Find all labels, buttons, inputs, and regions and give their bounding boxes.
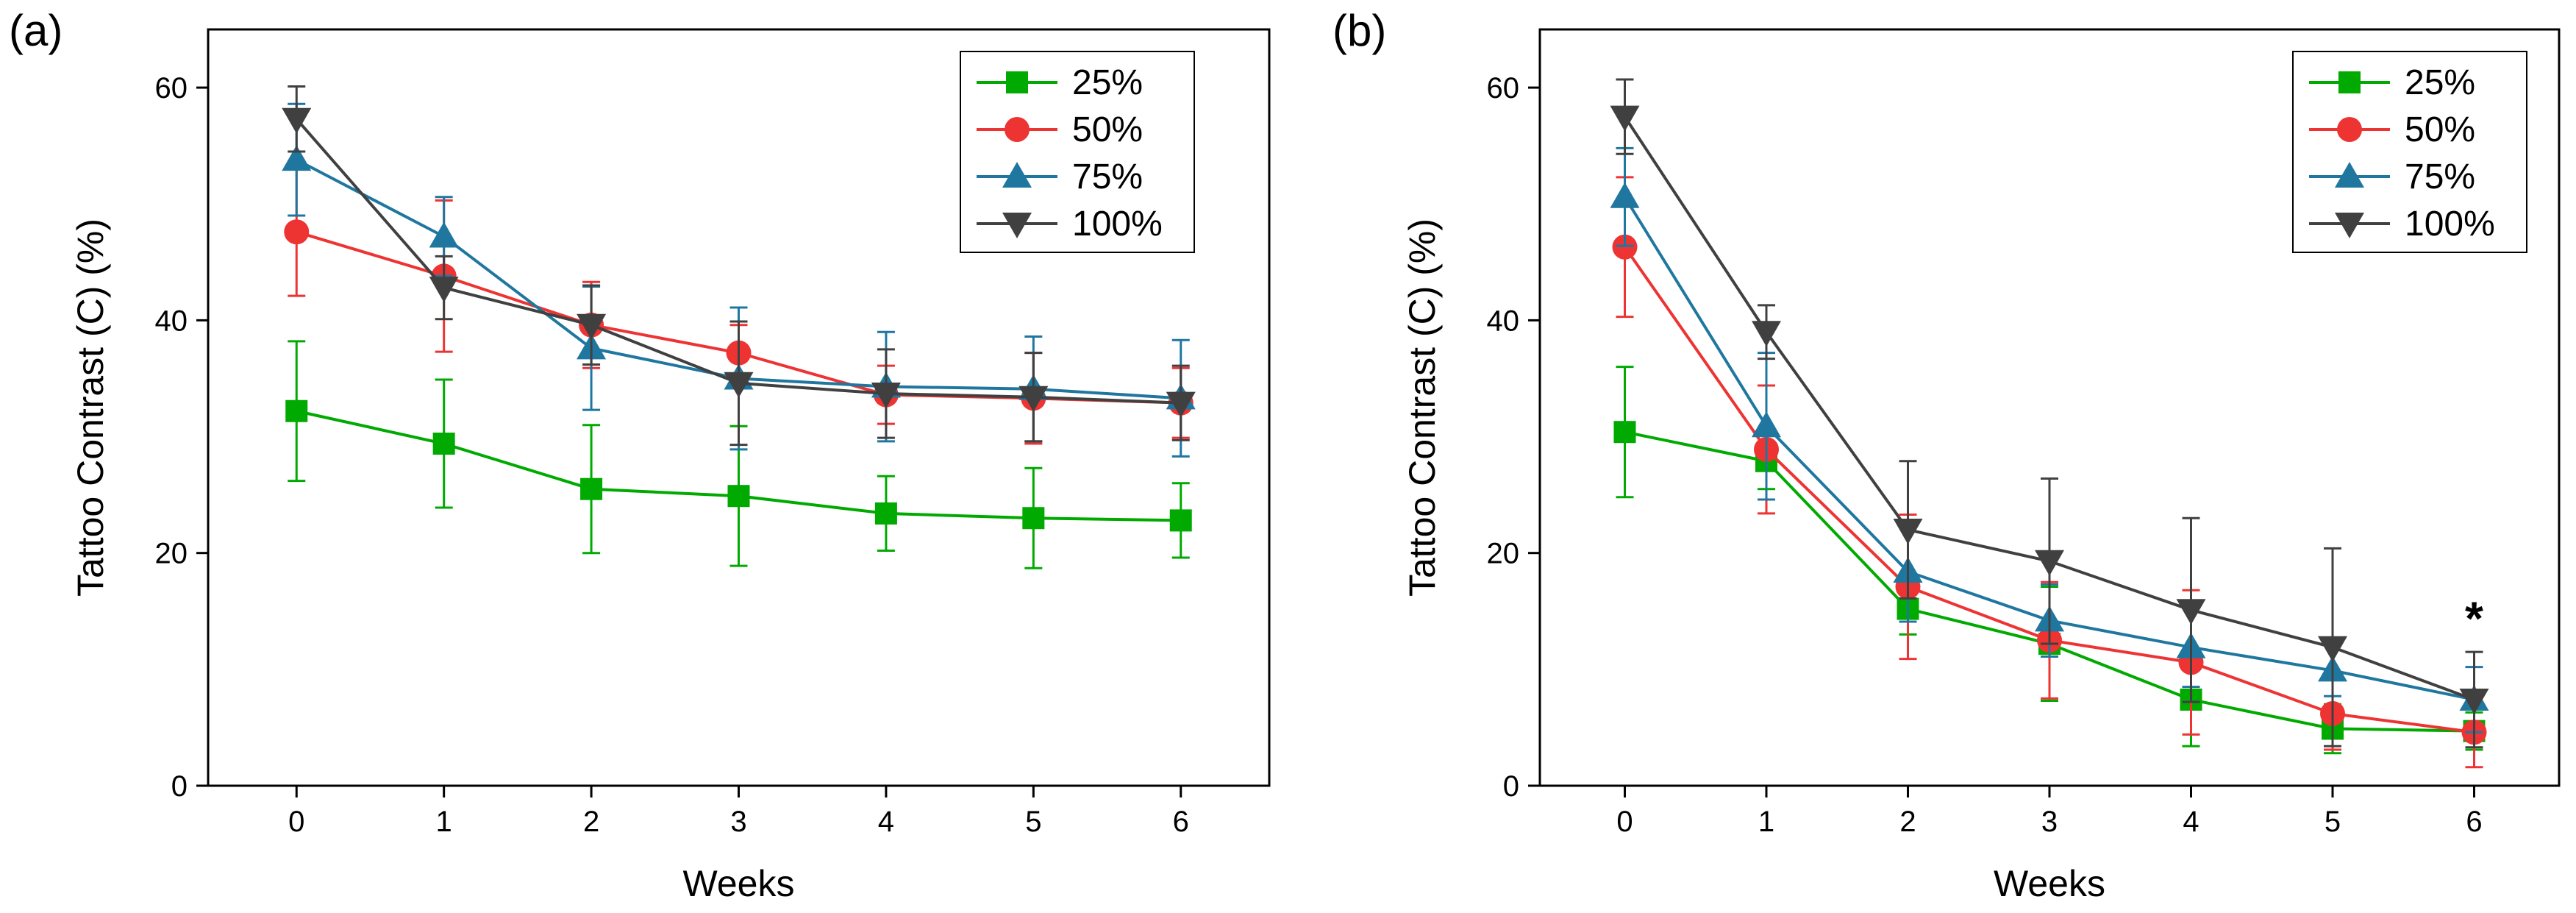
data-point (1752, 411, 1781, 438)
y-tick-label: 20 (1487, 538, 1520, 570)
data-point (432, 433, 455, 455)
x-tick-label: 2 (583, 806, 599, 838)
data-point (285, 399, 308, 422)
legend-item: 100% (2309, 205, 2495, 244)
y-tick-label: 60 (1487, 72, 1520, 104)
y-tick-label: 40 (155, 305, 188, 337)
series-50pct (1612, 176, 2487, 769)
x-tick-label: 3 (2041, 806, 2058, 838)
x-tick-label: 6 (1173, 806, 1189, 838)
series-100pct (1610, 78, 2489, 749)
data-point (580, 477, 603, 500)
data-point (1018, 386, 1049, 412)
x-tick-label: 1 (1758, 806, 1774, 838)
y-tick-label: 20 (155, 538, 188, 570)
x-tick-label: 5 (2325, 806, 2341, 838)
x-tick-label: 3 (730, 806, 746, 838)
legend-label: 100% (1072, 205, 1163, 244)
data-point (2176, 599, 2206, 625)
data-point (429, 221, 459, 248)
panel-label: (b) (1332, 6, 1386, 55)
legend-item: 50% (2309, 110, 2475, 149)
data-point (871, 383, 901, 409)
x-axis-title: Weeks (1994, 863, 2105, 904)
data-point (1022, 507, 1045, 530)
data-point (1610, 105, 1640, 132)
legend-label: 100% (2405, 205, 2495, 244)
data-point (2459, 688, 2489, 714)
x-tick-label: 4 (878, 806, 894, 838)
data-point (282, 107, 312, 134)
x-tick-label: 0 (1616, 806, 1633, 838)
legend-item: 25% (977, 63, 1143, 102)
legend-marker (2338, 71, 2361, 93)
significance-annotation: * (2465, 592, 2483, 645)
legend: 25% 50% 75% 100% (2292, 51, 2527, 253)
y-axis-title: Tattoo Contrast (C) (%) (70, 219, 111, 597)
legend-label: 75% (1072, 157, 1143, 196)
data-point (1612, 234, 1638, 260)
y-tick-label: 0 (171, 770, 188, 803)
data-point (1166, 391, 1196, 418)
data-point (577, 313, 607, 340)
data-point (1752, 321, 1781, 347)
data-point (724, 372, 754, 398)
y-tick-label: 40 (1487, 305, 1520, 337)
x-tick-label: 4 (2183, 806, 2199, 838)
x-tick-label: 1 (436, 806, 452, 838)
legend-marker (1002, 213, 1032, 238)
legend-item: 75% (977, 157, 1143, 196)
legend-marker (2335, 213, 2364, 238)
legend-item: 25% (2309, 63, 2475, 102)
series-100pct (282, 85, 1196, 447)
legend-marker (1002, 162, 1032, 188)
legend-box (2292, 51, 2527, 253)
panel-label: (a) (9, 6, 63, 55)
data-point (1893, 519, 1923, 545)
legend: 25% 50% 75% 100% (960, 51, 1195, 253)
legend-label: 50% (2405, 110, 2475, 149)
legend-marker (2337, 117, 2362, 142)
legend-marker (1005, 117, 1030, 142)
y-axis-title: Tattoo Contrast (C) (%) (1402, 219, 1443, 597)
y-tick-label: 0 (1503, 770, 1519, 803)
data-point (2035, 550, 2064, 576)
legend-box (960, 51, 1195, 253)
data-point (2318, 636, 2347, 662)
data-point (284, 219, 310, 245)
legend-marker (2335, 162, 2364, 188)
x-tick-label: 5 (1025, 806, 1041, 838)
y-tick-label: 60 (155, 72, 188, 104)
legend-marker (1006, 71, 1028, 93)
data-point (1610, 182, 1640, 208)
x-tick-label: 0 (288, 806, 304, 838)
legend-label: 50% (1072, 110, 1143, 149)
data-point (727, 485, 750, 508)
data-point (1169, 509, 1192, 532)
data-point (429, 277, 459, 303)
data-point (1613, 421, 1636, 444)
legend-label: 25% (1072, 63, 1143, 102)
x-axis-title: Weeks (683, 863, 795, 904)
x-tick-label: 2 (1899, 806, 1916, 838)
legend-label: 75% (2405, 157, 2475, 196)
legend-item: 100% (977, 205, 1163, 244)
data-point (874, 502, 897, 525)
x-tick-label: 6 (2466, 806, 2482, 838)
legend-item: 75% (2309, 157, 2475, 196)
legend-item: 50% (977, 110, 1143, 149)
data-point (282, 145, 312, 171)
legend-label: 25% (2405, 63, 2475, 102)
